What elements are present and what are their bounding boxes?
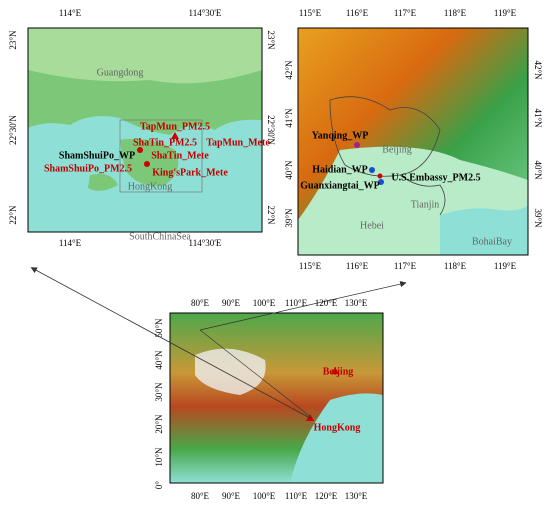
land: [28, 28, 262, 84]
place-label: Guanxiangtai_WP: [300, 180, 379, 191]
place-label: Tianjin: [411, 199, 440, 210]
place-label: King'sPark_Mete: [152, 167, 228, 178]
tick-label: 22°30'N: [266, 115, 276, 145]
tick-label: 114°E: [59, 8, 82, 18]
inset-box: [119, 119, 203, 193]
place-label: Haidian_WP: [312, 164, 368, 175]
place-label: Beijing: [323, 366, 354, 377]
boundary: [329, 96, 441, 177]
tick-label: 90°E: [222, 491, 241, 501]
place-label: TapMun_PM2.5: [140, 121, 210, 132]
place-label: BohaiBay: [472, 236, 512, 247]
guide-line: [199, 329, 313, 419]
sea: [440, 205, 528, 255]
tick-label: 119°E: [494, 8, 517, 18]
station-marker: [354, 142, 360, 148]
tick-label: 110°E: [285, 491, 308, 501]
boundary: [399, 174, 446, 216]
city-marker: [306, 414, 314, 421]
tick-label: 42°N: [533, 60, 543, 80]
tick-label: 20°N: [154, 414, 164, 434]
tick-label: 22°N: [8, 205, 18, 225]
tick-label: 118°E: [444, 8, 467, 18]
tick-label: 39°N: [284, 208, 294, 228]
island: [88, 173, 118, 191]
tick-label: 23°N: [266, 30, 276, 50]
arrow: [199, 280, 407, 331]
tick-label: 114°30'E: [189, 8, 222, 18]
station-marker: [144, 161, 150, 167]
sea: [290, 393, 383, 483]
station-marker: [377, 173, 383, 179]
tick-label: 23°N: [8, 30, 18, 50]
tick-label: 100°E: [253, 491, 276, 501]
tick-label: 120°E: [315, 298, 338, 308]
city-marker: [331, 367, 339, 374]
place-label: U.S.Embassy_PM2.5: [391, 172, 480, 183]
place-label: ShaTin_Mete: [151, 150, 209, 161]
tick-label: 115°E: [299, 8, 322, 18]
tick-label: 130°E: [345, 491, 368, 501]
place-label: HongKong: [128, 181, 172, 192]
tick-label: 10°N: [154, 447, 164, 467]
place-label: SouthChinaSea: [129, 231, 191, 242]
plateau: [195, 348, 266, 395]
tick-label: 40°N: [284, 160, 294, 180]
tick-label: 39°N: [533, 208, 543, 228]
station-marker: [369, 167, 375, 173]
place-label: TapMun_Mete: [206, 137, 270, 148]
tick-label: 116°E: [346, 261, 369, 271]
tick-label: 119°E: [494, 261, 517, 271]
tick-label: 117°E: [394, 261, 417, 271]
tick-label: 117°E: [394, 8, 417, 18]
tick-label: 90°E: [222, 298, 241, 308]
place-label: Yanqing_WP: [312, 130, 369, 141]
tick-label: 115°E: [299, 261, 322, 271]
tick-label: 50°N: [154, 318, 164, 338]
place-label: ShaTin_PM2.5: [133, 137, 197, 148]
overview-panel: [169, 312, 384, 484]
place-label: HongKong: [314, 422, 361, 433]
arrow: [30, 267, 311, 419]
station-marker: [137, 147, 143, 153]
tick-label: 40°N: [154, 350, 164, 370]
tick-label: 120°E: [315, 491, 338, 501]
frame: [169, 312, 384, 484]
station-marker: [171, 132, 179, 139]
tick-label: 41°N: [284, 108, 294, 128]
tick-label: 41°N: [533, 108, 543, 128]
tick-label: 42°N: [284, 60, 294, 80]
frame: [27, 27, 263, 233]
tick-label: 0°: [154, 481, 164, 490]
station-marker: [378, 179, 384, 185]
tick-label: 118°E: [444, 261, 467, 271]
place-label: Guangdong: [97, 67, 144, 78]
frame: [297, 27, 529, 256]
tick-label: 110°E: [285, 298, 308, 308]
hong-kong-panel: [27, 27, 263, 233]
tick-label: 80°E: [191, 491, 210, 501]
tick-label: 22°N: [266, 205, 276, 225]
place-label: Beijing: [382, 144, 411, 155]
tick-label: 22°30'N: [8, 115, 18, 145]
place-label: ShamShuiPo_PM2.5: [44, 163, 132, 174]
tick-label: 114°E: [59, 238, 82, 248]
tick-label: 30°N: [154, 382, 164, 402]
tick-label: 80°E: [191, 298, 210, 308]
tick-label: 130°E: [345, 298, 368, 308]
tick-label: 40°N: [533, 160, 543, 180]
beijing-panel: [297, 27, 529, 256]
tick-label: 114°30'E: [189, 238, 222, 248]
place-label: ShamShuiPo_WP: [59, 150, 135, 161]
tick-label: 100°E: [253, 298, 276, 308]
tick-label: 116°E: [346, 8, 369, 18]
place-label: Hebei: [360, 220, 384, 231]
